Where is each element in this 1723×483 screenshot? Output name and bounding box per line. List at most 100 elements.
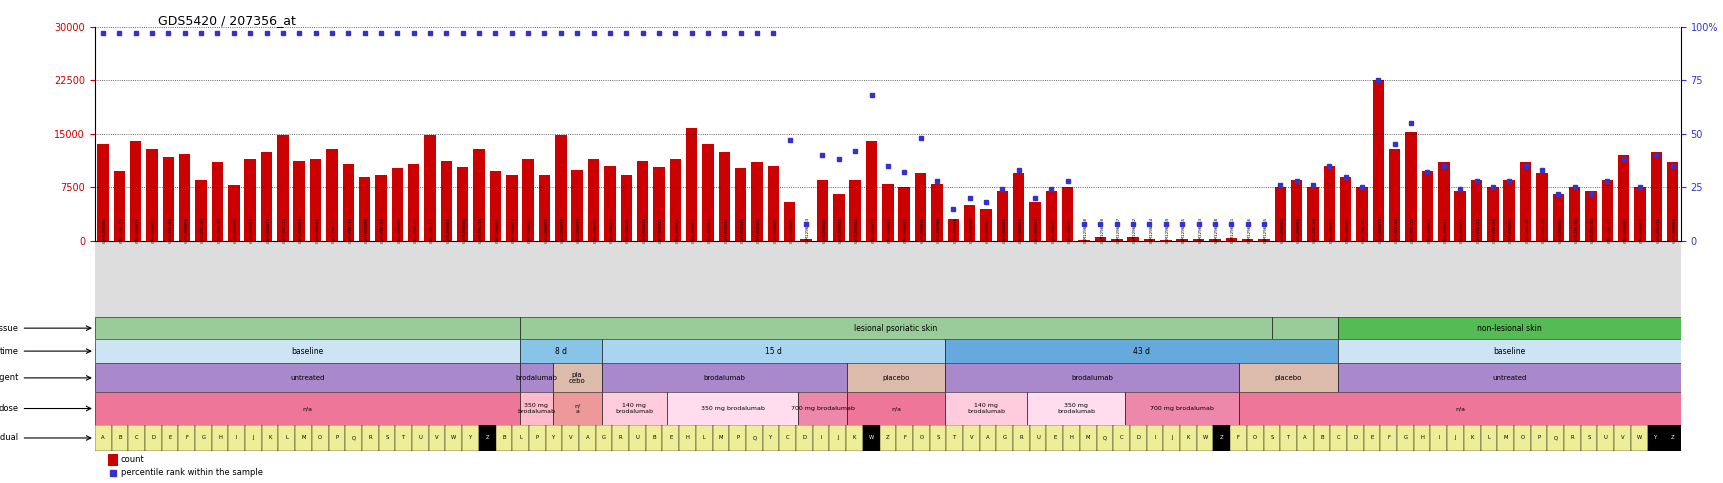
Text: GSM1296060: GSM1296060 [1018, 217, 1022, 243]
Text: T: T [953, 436, 956, 440]
Text: GSM1296068: GSM1296068 [1084, 217, 1087, 243]
Bar [1663, 425, 1680, 452]
Bar [395, 425, 412, 452]
Text: GSM1296030: GSM1296030 [920, 217, 924, 243]
Text: Z: Z [486, 436, 489, 440]
Text: GSM1296057: GSM1296057 [1117, 217, 1120, 243]
Text: GSM1296039: GSM1296039 [675, 217, 679, 243]
Text: W: W [868, 436, 874, 440]
Text: GSM1296070: GSM1296070 [560, 217, 565, 243]
Text: GSM1296099: GSM1296099 [300, 217, 303, 243]
Text: GSM1296081: GSM1296081 [1427, 217, 1430, 243]
Text: GSM1296097: GSM1296097 [1558, 217, 1561, 243]
Text: GSM1296083: GSM1296083 [1639, 217, 1644, 243]
Text: R: R [1018, 436, 1023, 440]
Text: GSM1296080: GSM1296080 [234, 217, 238, 243]
Bar [832, 195, 844, 241]
Bar [358, 177, 370, 241]
Text: n/a: n/a [891, 406, 901, 411]
Bar [846, 425, 862, 452]
Text: GDS5420 / 207356_at: GDS5420 / 207356_at [159, 14, 296, 27]
Bar [95, 393, 520, 425]
Text: 350 mg
brodalumab: 350 mg brodalumab [517, 403, 555, 414]
Text: Z: Z [1220, 436, 1223, 440]
Bar [1339, 177, 1351, 241]
Text: GSM1296061: GSM1296061 [1280, 217, 1284, 243]
Text: Y: Y [469, 436, 472, 440]
Bar [457, 167, 469, 241]
Bar [379, 425, 395, 452]
Bar [1046, 191, 1056, 241]
Bar [227, 185, 239, 241]
Bar [1330, 425, 1346, 452]
Text: GSM1296113: GSM1296113 [348, 217, 351, 243]
Bar [944, 393, 1027, 425]
Text: O: O [1253, 436, 1256, 440]
Bar [1372, 80, 1384, 241]
Bar [646, 425, 662, 452]
Text: K: K [1470, 436, 1473, 440]
Text: non-lesional skin: non-lesional skin [1477, 324, 1540, 333]
Text: GSM1296076: GSM1296076 [136, 217, 140, 243]
Bar [1346, 425, 1363, 452]
Bar [293, 161, 305, 241]
Text: GSM1296108: GSM1296108 [1394, 217, 1397, 243]
Bar [601, 339, 944, 363]
Bar [520, 363, 553, 393]
Text: L: L [1487, 436, 1489, 440]
Text: GSM1296085: GSM1296085 [1671, 217, 1676, 243]
Bar [862, 425, 879, 452]
Bar [128, 425, 145, 452]
Text: E: E [1053, 436, 1056, 440]
Bar [1263, 425, 1280, 452]
Bar [1647, 425, 1663, 452]
Bar [796, 425, 812, 452]
Bar [1563, 425, 1580, 452]
Text: GSM1296095: GSM1296095 [1296, 217, 1299, 243]
Text: V: V [434, 436, 439, 440]
Text: H: H [1068, 436, 1073, 440]
Text: GSM1296062: GSM1296062 [1067, 217, 1072, 243]
Text: GSM1296115: GSM1296115 [479, 217, 482, 243]
Bar [1239, 393, 1680, 425]
Bar [1585, 191, 1595, 241]
Bar [212, 162, 222, 241]
Bar [212, 425, 227, 452]
Text: GSM1296052: GSM1296052 [1132, 217, 1137, 243]
Bar [553, 393, 601, 425]
Text: time: time [0, 347, 91, 355]
Bar [520, 317, 1272, 339]
Bar [1597, 425, 1613, 452]
Text: 8 d: 8 d [555, 347, 567, 355]
Text: GSM1296094: GSM1296094 [103, 217, 107, 243]
Text: tissue: tissue [0, 324, 91, 333]
Text: T: T [401, 436, 405, 440]
Text: untreated: untreated [1490, 375, 1525, 381]
Text: O: O [918, 436, 924, 440]
Text: brodalumab: brodalumab [703, 375, 744, 381]
Bar [1513, 425, 1530, 452]
Bar [95, 363, 520, 393]
Text: n/a: n/a [302, 406, 312, 411]
Text: M: M [718, 436, 722, 440]
Bar [1241, 240, 1253, 241]
Bar [667, 393, 798, 425]
Bar [1225, 238, 1235, 241]
Bar [1142, 240, 1154, 241]
Text: B: B [501, 436, 505, 440]
Text: M: M [1502, 436, 1508, 440]
Text: GSM1296069: GSM1296069 [527, 217, 532, 243]
Text: V: V [1620, 436, 1623, 440]
Bar [1175, 239, 1187, 241]
Bar [629, 425, 646, 452]
Bar [512, 425, 529, 452]
Bar [1601, 180, 1613, 241]
Bar [1061, 187, 1073, 241]
Text: brodalumab: brodalumab [1070, 375, 1113, 381]
Bar [146, 149, 159, 241]
Text: GSM1296040: GSM1296040 [936, 217, 941, 243]
Bar [529, 425, 544, 452]
Text: 140 mg
brodalumab: 140 mg brodalumab [967, 403, 1005, 414]
Bar [1633, 187, 1645, 241]
Text: GSM1296092: GSM1296092 [152, 217, 157, 243]
